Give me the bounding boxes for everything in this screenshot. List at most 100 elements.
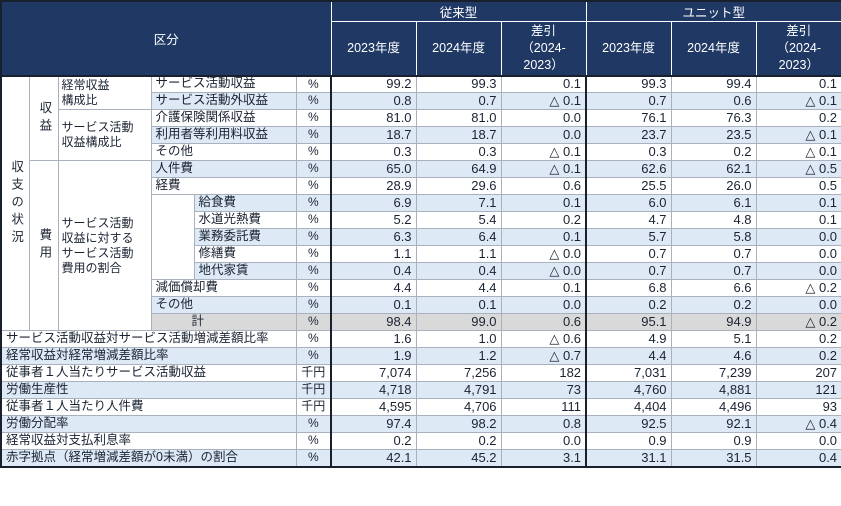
value-cell: 0.1 xyxy=(330,296,417,314)
value-cell: 0.0 xyxy=(500,432,587,450)
value-cell: 4.6 xyxy=(670,347,757,365)
row-label: 給食費 xyxy=(193,194,297,212)
row-label: 水道光熱費 xyxy=(193,211,297,229)
value-cell: 0.2 xyxy=(500,211,587,229)
row-label: 減価償却費 xyxy=(150,279,297,297)
value-cell: 31.1 xyxy=(585,449,672,467)
value-cell: 25.5 xyxy=(585,177,672,195)
row-label: 人件費 xyxy=(150,160,297,178)
value-cell: 0.1 xyxy=(500,75,587,93)
value-cell: 99.3 xyxy=(415,75,502,93)
header-group-row: 区分 従来型 ユニット型 xyxy=(0,0,841,77)
value-cell: 0.1 xyxy=(500,194,587,212)
value-cell: 64.9 xyxy=(415,160,502,178)
row-label: 労働生産性 xyxy=(0,381,297,399)
revenue-group-label: 収益 xyxy=(28,75,59,161)
value-cell: △ 0.1 xyxy=(755,126,841,144)
row-label: 修繕費 xyxy=(193,245,297,263)
unit-cell: % xyxy=(295,449,332,467)
value-cell: 0.2 xyxy=(330,432,417,450)
value-cell: 0.3 xyxy=(330,143,417,161)
value-cell: △ 0.0 xyxy=(500,245,587,263)
value-cell: 1.9 xyxy=(330,347,417,365)
value-cell: 0.6 xyxy=(500,313,587,331)
col-header-unit-diff: 差引 （2024- 2023） xyxy=(755,21,841,77)
row-label: 従事者１人当たりサービス活動収益 xyxy=(0,364,297,382)
value-cell: 99.4 xyxy=(670,75,757,93)
value-cell: 5.1 xyxy=(670,330,757,348)
value-cell: 99.0 xyxy=(415,313,502,331)
value-cell: 5.4 xyxy=(415,211,502,229)
unit-cell: % xyxy=(295,160,332,178)
value-cell: 0.7 xyxy=(670,245,757,263)
value-cell: 4,881 xyxy=(670,381,757,399)
value-cell: 4,791 xyxy=(415,381,502,399)
value-cell: 98.4 xyxy=(330,313,417,331)
table-row: 地代家賃 % 0.4 0.4 △ 0.0 0.7 0.7 0.0 xyxy=(1,262,841,280)
value-cell: △ 0.1 xyxy=(500,143,587,161)
row-label: 労働分配率 xyxy=(0,415,297,433)
value-cell: 6.1 xyxy=(670,194,757,212)
value-cell: 0.0 xyxy=(500,109,587,127)
unit-cell: % xyxy=(295,415,332,433)
value-cell: 1.1 xyxy=(415,245,502,263)
value-cell: 7,031 xyxy=(585,364,672,382)
value-cell: 7,256 xyxy=(415,364,502,382)
value-cell: 0.3 xyxy=(415,143,502,161)
value-cell: △ 0.2 xyxy=(755,279,841,297)
group-header-unit-type: ユニット型 xyxy=(585,0,841,22)
table-row: 労働分配率 % 97.4 98.2 0.8 92.5 92.1 △ 0.4 xyxy=(0,415,841,433)
value-cell: 76.3 xyxy=(670,109,757,127)
value-cell: 4.4 xyxy=(415,279,502,297)
value-cell: 28.9 xyxy=(330,177,417,195)
row-label: サービス活動収益対サービス活動増減差額比率 xyxy=(0,330,297,348)
value-cell: △ 0.0 xyxy=(500,262,587,280)
row-label: 経常収益対支払利息率 xyxy=(0,432,297,450)
value-cell: 31.5 xyxy=(670,449,757,467)
value-cell: 4,718 xyxy=(330,381,417,399)
value-cell: 18.7 xyxy=(415,126,502,144)
unit-cell: % xyxy=(295,211,332,229)
value-cell: 6.0 xyxy=(585,194,672,212)
row-label: その他 xyxy=(150,296,297,314)
category-header: 区分 xyxy=(0,0,332,77)
table-row: 赤字拠点（経常増減差額が0未満）の割合 % 42.1 45.2 3.1 31.1… xyxy=(0,449,841,467)
value-cell: 81.0 xyxy=(415,109,502,127)
value-cell: 0.3 xyxy=(585,143,672,161)
value-cell: 0.1 xyxy=(500,228,587,246)
value-cell: 92.5 xyxy=(585,415,672,433)
value-cell: 98.2 xyxy=(415,415,502,433)
value-cell: 81.0 xyxy=(330,109,417,127)
value-cell: 4.8 xyxy=(670,211,757,229)
unit-cell: % xyxy=(295,126,332,144)
value-cell: 0.1 xyxy=(755,75,841,93)
value-cell: 62.6 xyxy=(585,160,672,178)
value-cell: 6.8 xyxy=(585,279,672,297)
value-cell: △ 0.6 xyxy=(500,330,587,348)
value-cell: 0.2 xyxy=(670,143,757,161)
value-cell: △ 0.4 xyxy=(755,415,841,433)
value-cell: 4.4 xyxy=(585,347,672,365)
value-cell: 1.6 xyxy=(330,330,417,348)
value-cell: 1.2 xyxy=(415,347,502,365)
value-cell: 42.1 xyxy=(330,449,417,467)
row-label: 従事者１人当たり人件費 xyxy=(0,398,297,416)
value-cell: 0.7 xyxy=(670,262,757,280)
value-cell: 207 xyxy=(755,364,841,382)
value-cell: 18.7 xyxy=(330,126,417,144)
unit-cell: % xyxy=(295,194,332,212)
unit-cell: % xyxy=(295,262,332,280)
value-cell: 0.0 xyxy=(755,296,841,314)
value-cell: 0.2 xyxy=(585,296,672,314)
unit-cell: 千円 xyxy=(295,398,332,416)
value-cell: 6.9 xyxy=(330,194,417,212)
value-cell: 26.0 xyxy=(670,177,757,195)
value-cell: △ 0.1 xyxy=(755,92,841,110)
value-cell: 4.9 xyxy=(585,330,672,348)
value-cell: △ 0.1 xyxy=(755,143,841,161)
unit-cell: % xyxy=(295,143,332,161)
value-cell: 94.9 xyxy=(670,313,757,331)
unit-cell: 千円 xyxy=(295,364,332,382)
value-cell: 7,239 xyxy=(670,364,757,382)
value-cell: △ 0.7 xyxy=(500,347,587,365)
